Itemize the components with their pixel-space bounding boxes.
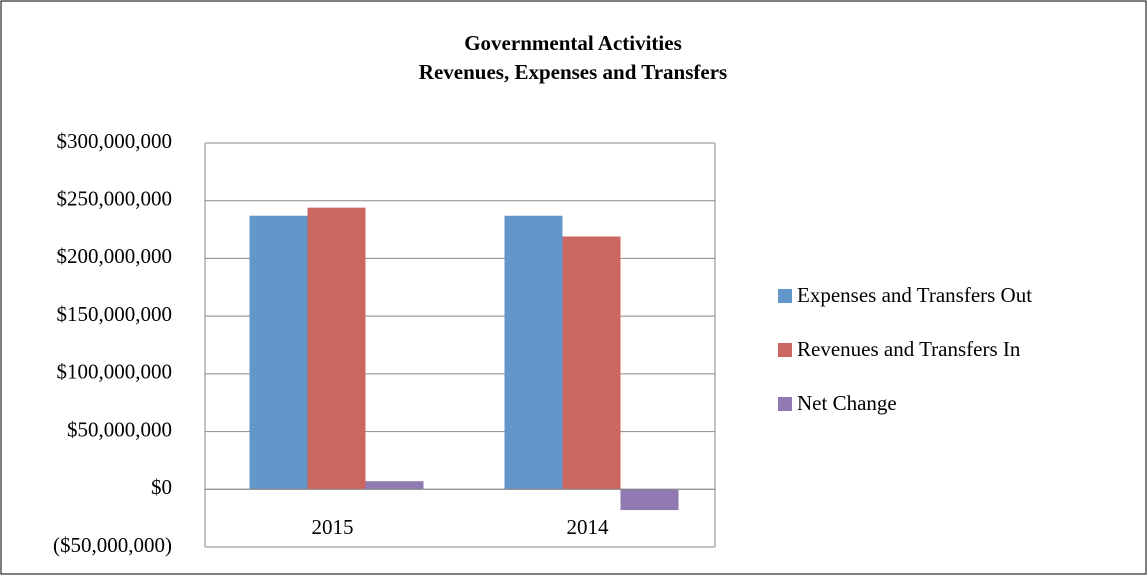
bar — [562, 236, 621, 490]
bar — [249, 215, 308, 490]
bar — [307, 207, 366, 490]
chart-title: Governmental Activities — [464, 31, 682, 55]
bar — [365, 481, 424, 490]
bar — [504, 215, 563, 490]
legend-label: Expenses and Transfers Out — [797, 283, 1032, 307]
y-tick-label: ($50,000,000) — [53, 533, 172, 557]
legend-label: Net Change — [797, 391, 897, 415]
x-tick-label: 2014 — [567, 515, 610, 539]
y-tick-label: $300,000,000 — [57, 129, 173, 153]
x-tick-label: 2015 — [312, 515, 354, 539]
bar — [620, 489, 679, 511]
y-tick-label: $200,000,000 — [57, 244, 173, 268]
legend-swatch — [778, 343, 792, 357]
legend-swatch — [778, 289, 792, 303]
legend-swatch — [778, 397, 792, 411]
y-tick-label: $250,000,000 — [57, 187, 173, 211]
y-tick-label: $50,000,000 — [67, 417, 172, 441]
chart-subtitle: Revenues, Expenses and Transfers — [419, 60, 727, 84]
y-tick-label: $0 — [151, 475, 172, 499]
legend-label: Revenues and Transfers In — [797, 337, 1021, 361]
y-tick-label: $150,000,000 — [57, 302, 173, 326]
y-tick-label: $100,000,000 — [57, 360, 173, 384]
